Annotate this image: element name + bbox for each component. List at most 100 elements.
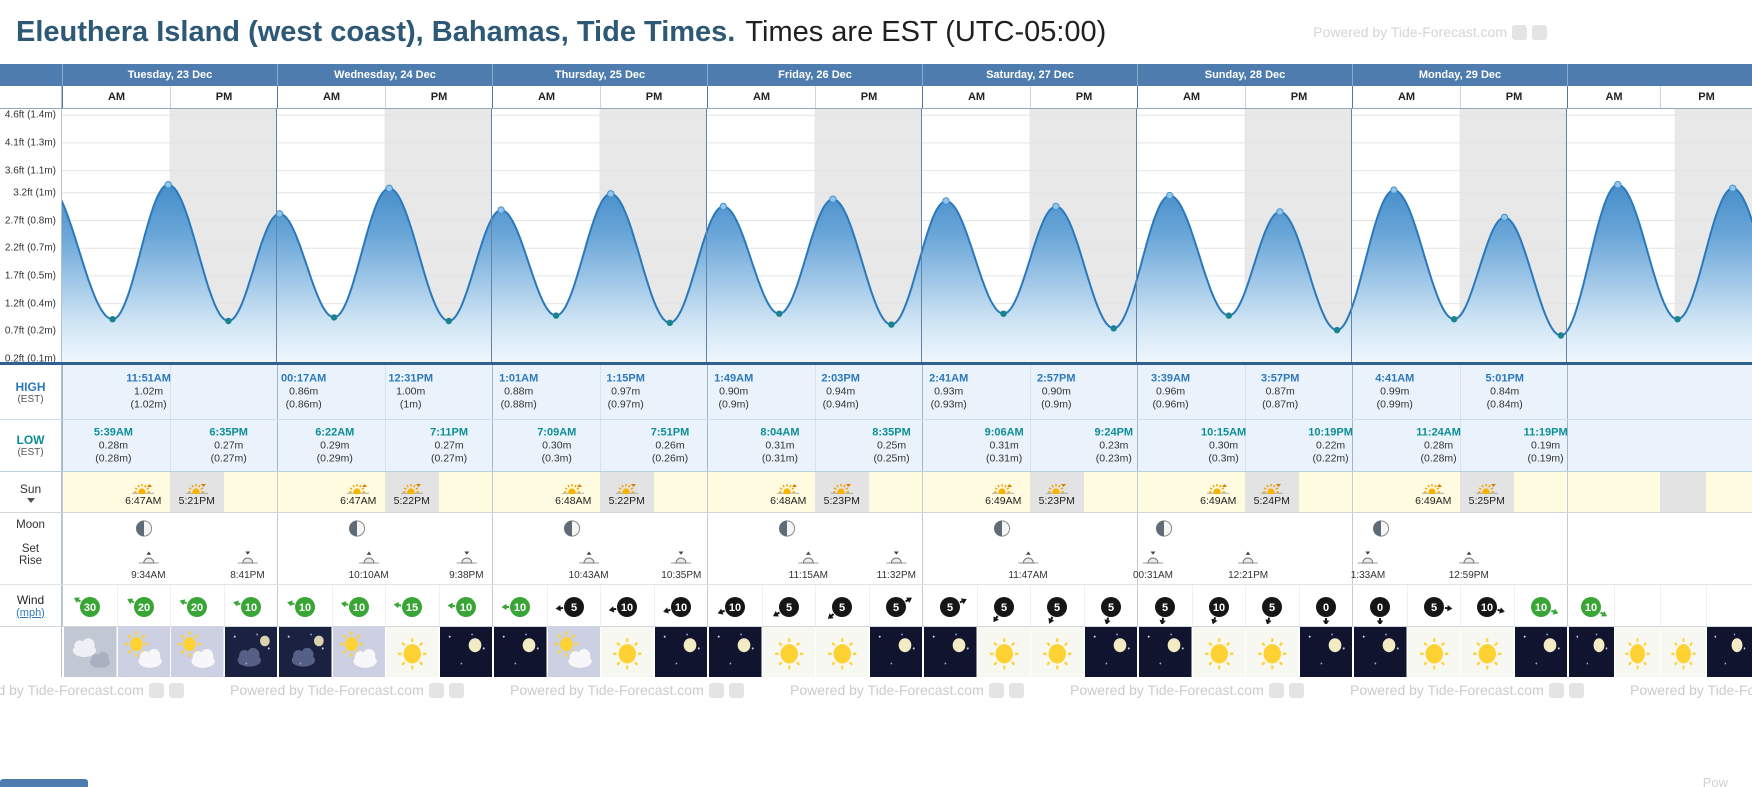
svg-text:5: 5 [1431,601,1437,613]
tide-time: 1:15PM [606,372,645,385]
weather-sunny-icon [1460,627,1514,681]
wind-arrow-icon: 10 [662,596,691,617]
moon-day-cell: 00:31AM 12:21PM [1133,513,1352,584]
moon-icon [349,520,366,537]
weather-art [601,627,654,681]
tide-day-cell-partial [1567,365,1752,419]
weather-partly-cloudy-day-icon [546,627,600,681]
moon-day-cell [1567,513,1752,584]
sunrise-icon [992,483,1015,494]
footer-watermark: Powered by Tide-Forecast.com [510,682,744,698]
tide-day-cell: 11:51AM 1.02m (1.02m) [62,365,277,419]
powered-by-link[interactable]: Powered by Tide-Forecast.com [510,682,704,698]
moon-set-event: 11:32PM [877,551,916,581]
moon-rise-event: 11:47AM [1008,551,1048,581]
moon-day-cell: 1:33AM 12:59PM [1351,513,1567,584]
wind-arrow-icon: 5 [772,596,799,617]
weather-clear-night-icon [923,627,977,681]
powered-by-link[interactable]: Powered by Tide-Forecast.com [1350,682,1544,698]
svg-text:10: 10 [621,601,633,613]
day-header-cell: Wednesday, 24 Dec [277,64,492,86]
powered-by-link[interactable]: Powered by Tide-Forecast.com [1070,682,1264,698]
tide-height-alt: (0.31m) [986,452,1023,465]
moonset-icon [886,551,907,564]
wind-arrow-icon: 30 [73,596,100,617]
tide-height-alt: (0.19m) [1527,452,1564,465]
low-tide-event: 11:24AM 0.28m (0.28m) [1416,426,1461,465]
moon-rise-event: 12:21PM [1228,551,1268,581]
wind-arrow-icon: 0 [1315,596,1336,624]
wind-day-cell: 5 10 5 0 [1137,585,1352,626]
moon-set-time: 10:35PM [661,570,702,581]
y-axis-tick-label: 0.2ft (0.1m) [4,353,56,363]
low-label: LOW [16,433,45,447]
tide-time: 11:19PM [1523,426,1568,438]
sunrise-time: 6:49AM [1415,494,1452,507]
weather-art [924,627,977,681]
moon-rise-event: 11:15AM [789,551,828,581]
moon-rise-label: Rise [18,555,42,567]
sunset-icon [615,483,638,494]
weather-clear-night-icon [653,627,707,681]
powered-by-link[interactable]: Powered by Tide-Forecast.com [230,682,424,698]
sunset-cell: 5:22PM [385,472,439,512]
sunset-icon [400,483,423,494]
low-tide-event: 10:19PM 0.22m (0.22m) [1308,426,1353,465]
svg-text:0: 0 [1323,601,1329,613]
tide-curve [62,114,1752,362]
sunset-time: 5:21PM [178,494,215,507]
tide-time: 10:15AM [1200,426,1247,438]
tide-height: 0.22m [1315,439,1346,452]
watermark-badge-icon [708,682,724,698]
wind-arrow-icon: 0 [1369,596,1390,624]
svg-text:5: 5 [893,601,899,613]
weather-art [654,627,707,681]
wind-cell: 5 [1138,585,1192,626]
sunrise-time: 6:49AM [985,494,1022,507]
sun-night-cell [1299,472,1353,512]
day-header-cell: Friday, 26 Dec [707,64,922,86]
tide-height-alt: (0.29m) [316,452,353,465]
high-label-sub: (EST) [17,393,44,405]
powered-by-link[interactable]: Powered by Tide-Forecast.com [790,682,984,698]
svg-text:0: 0 [1377,601,1383,613]
sun-row-label[interactable]: Sun [0,472,62,512]
sun-day-cell: 6:49AM 5:23PM [922,472,1137,512]
wind-arrow-icon: 5 [555,596,584,617]
tide-height: 0.94m [826,385,856,398]
wind-day-cell: 10 [1567,585,1752,626]
sun-night-cell [1138,472,1192,512]
ampm-cell: AM PM [277,86,492,108]
am-label: AM [967,91,986,103]
y-axis-tick-label: 1.7ft (0.5m) [4,270,56,282]
weather-day-cell [1567,627,1752,681]
sun-night-cell [708,472,762,512]
powered-by-link[interactable]: Powered by Tide-Forecast.com [0,682,144,698]
moon-rise-time: 12:21PM [1228,570,1269,581]
tide-time: 10:19PM [1308,426,1353,438]
mph-unit-link[interactable]: (mph) [16,606,45,619]
pm-label: PM [815,86,922,108]
wind-cell: 5 [1245,585,1299,626]
am-label: AM [1397,91,1416,103]
wind-cell: 5 [546,585,601,626]
sunset-icon [1045,483,1068,494]
footer-watermark: Powered by Tide-Forecast.com [1630,682,1752,698]
am-label: AM [1182,91,1201,103]
powered-by-link[interactable]: Powered by Tide-Forecast.com [1630,682,1752,698]
tide-height-alt: (1.02m) [130,398,167,411]
tide-height: 0.27m [214,439,244,452]
ampm-divider [1245,420,1246,471]
powered-by-link[interactable]: Powered by Tide-Forecast.com [1313,24,1507,40]
wind-cell: 10 [653,585,708,626]
ampm-divider [1030,420,1031,471]
sun-day-cell: 6:48AM 5:22PM [492,472,707,512]
pm-label: PM [1030,86,1137,108]
tide-height: 0.86m [289,385,319,398]
tide-chart [62,109,1752,362]
low-tide-event: 7:11PM 0.27m (0.27m) [430,426,468,465]
weather-day-cell [277,627,492,681]
wind-cell: 5 [1083,585,1138,626]
svg-text:5: 5 [1269,601,1275,613]
moon-set-event: 8:41PM [230,551,265,581]
